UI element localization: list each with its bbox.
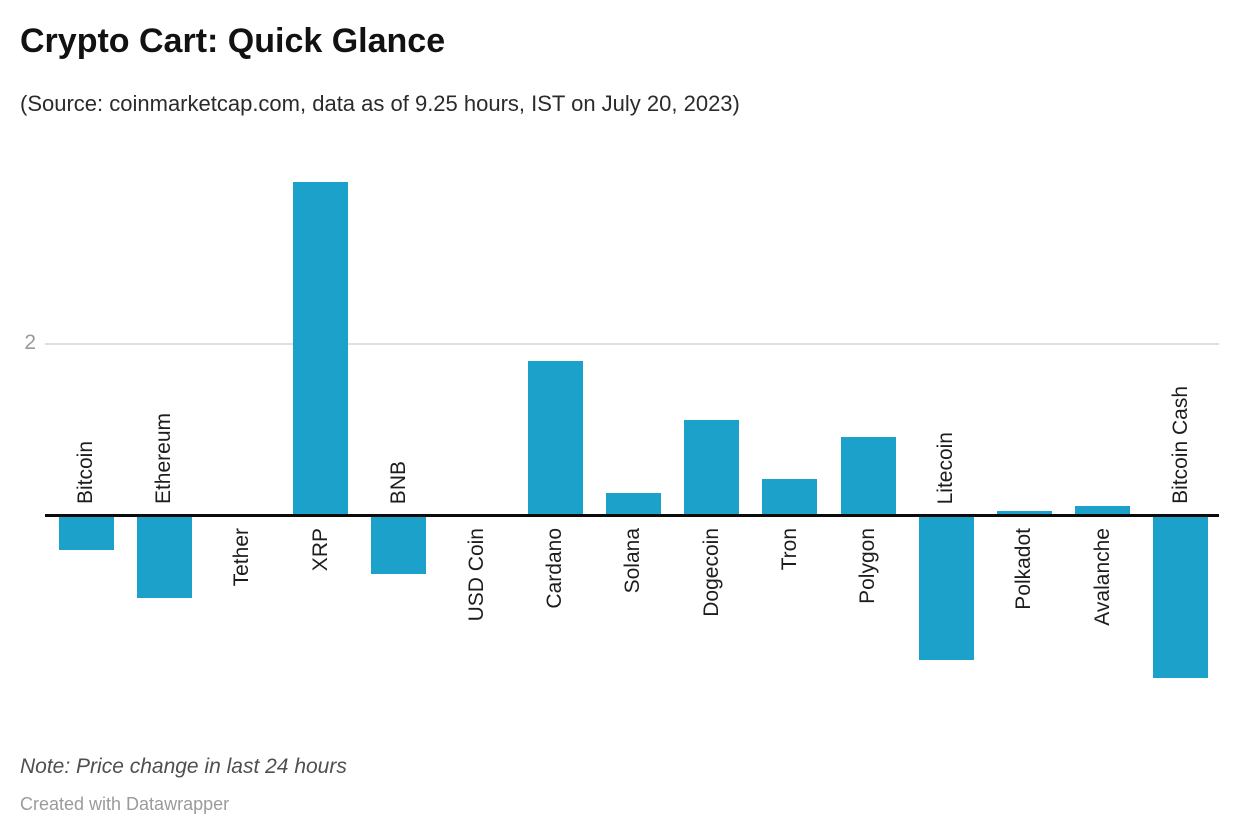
bar-bnb bbox=[371, 516, 427, 574]
bar-tron bbox=[762, 479, 818, 516]
category-label-tron: Tron bbox=[777, 528, 801, 571]
gridline-y2 bbox=[45, 343, 1219, 345]
bar-bitcoin-cash bbox=[1153, 516, 1209, 678]
bar-ethereum bbox=[136, 516, 192, 598]
category-label-usd-coin: USD Coin bbox=[465, 528, 488, 622]
bar-cardano bbox=[527, 361, 583, 516]
chart-title: Crypto Cart: Quick Glance bbox=[20, 22, 446, 60]
category-label-cardano: Cardano bbox=[543, 528, 567, 609]
bar-avalanche bbox=[1075, 505, 1131, 516]
category-label-polkadot: Polkadot bbox=[1012, 528, 1036, 610]
bar-polkadot bbox=[996, 510, 1052, 516]
bar-polygon bbox=[840, 436, 896, 516]
category-label-bnb: BNB bbox=[386, 460, 410, 504]
bar-solana bbox=[605, 492, 661, 516]
chart-subtitle: (Source: coinmarketcap.com, data as of 9… bbox=[20, 91, 740, 116]
category-label-xrp: XRP bbox=[308, 528, 332, 572]
category-label-polygon: Polygon bbox=[856, 528, 879, 604]
bar-dogecoin bbox=[684, 419, 740, 516]
category-label-dogecoin: Dogecoin bbox=[699, 528, 723, 617]
datawrapper-credit: Created with Datawrapper bbox=[20, 794, 230, 814]
chart-note: Note: Price change in last 24 hours bbox=[20, 755, 347, 778]
y-axis-tick-label-2: 2 bbox=[24, 331, 36, 354]
bar-bitcoin bbox=[58, 516, 114, 550]
category-label-tether: Tether bbox=[230, 528, 254, 587]
bar-litecoin bbox=[918, 516, 974, 660]
bar-chart: 2 Bitcoin Ethereum Tether XRP BNB USD Coin Car… bbox=[0, 150, 1240, 740]
x-axis-zero-baseline bbox=[45, 514, 1219, 517]
category-label-ethereum: Ethereum bbox=[152, 412, 176, 504]
category-label-bitcoin: Bitcoin bbox=[74, 440, 97, 504]
category-label-avalanche: Avalanche bbox=[1090, 528, 1114, 626]
category-label-litecoin: Litecoin bbox=[934, 431, 958, 504]
bar-xrp bbox=[293, 182, 349, 516]
category-label-bitcoin-cash: Bitcoin Cash bbox=[1168, 386, 1192, 504]
category-label-solana: Solana bbox=[621, 528, 645, 594]
